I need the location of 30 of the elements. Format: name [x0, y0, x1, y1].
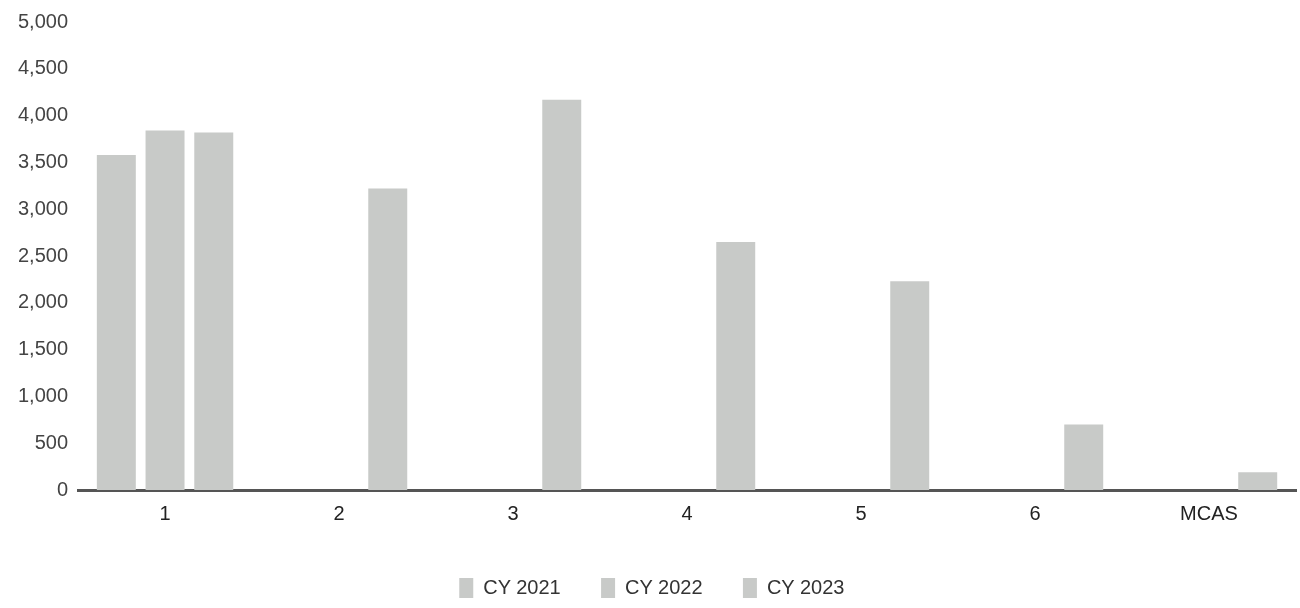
y-tick-label: 5,000 [17, 9, 69, 32]
bar [890, 281, 930, 490]
y-tick-label: 1,500 [17, 337, 69, 360]
y-tick-label: 4,500 [17, 56, 69, 79]
y-tick-label: 3,000 [17, 196, 69, 219]
bar [542, 99, 582, 490]
bar [1238, 472, 1278, 490]
x-tick-label: MCAS [1180, 501, 1238, 524]
y-tick-label: 2,500 [17, 243, 69, 266]
bar [1064, 424, 1104, 490]
bar [96, 154, 136, 490]
y-tick-label: 500 [34, 430, 69, 453]
bar [368, 188, 408, 490]
x-tick-label: 6 [1029, 501, 1041, 524]
y-tick-label: 3,500 [17, 149, 69, 172]
legend-label: CY 2022 [625, 575, 703, 598]
y-tick-label: 1,000 [17, 383, 69, 406]
x-tick-label: 2 [333, 501, 345, 524]
legend-label: CY 2021 [483, 575, 561, 598]
y-tick-label: 4,000 [17, 103, 69, 126]
x-tick-label: 3 [507, 501, 519, 524]
bar [145, 130, 185, 490]
y-tick-label: 2,000 [17, 290, 69, 313]
x-tick-label: 1 [159, 501, 171, 524]
bar [716, 241, 756, 490]
x-tick-label: 4 [681, 501, 693, 524]
bar [194, 132, 234, 490]
y-tick-label: 0 [56, 477, 69, 500]
legend-label: CY 2023 [766, 575, 845, 598]
x-tick-label: 5 [855, 501, 867, 524]
